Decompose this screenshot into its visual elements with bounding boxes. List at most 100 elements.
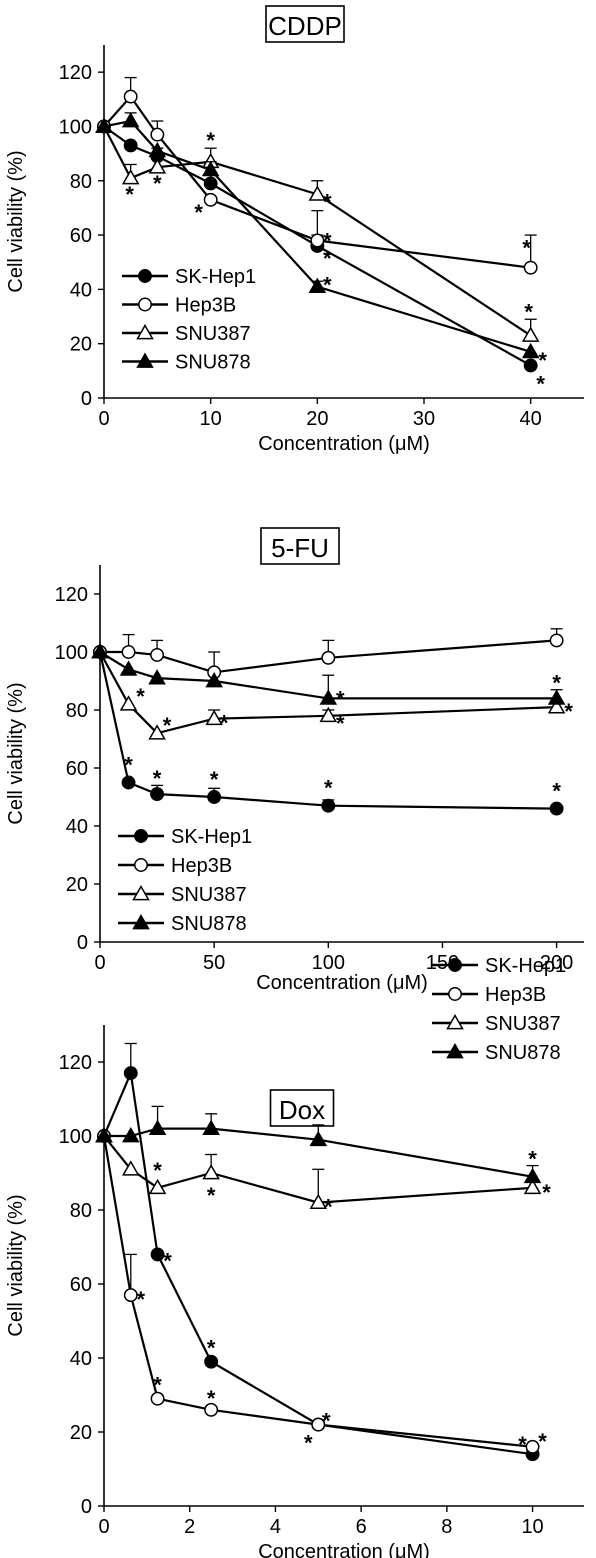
significance-star: * xyxy=(552,670,561,695)
data-point xyxy=(311,1417,326,1432)
data-point xyxy=(121,645,136,659)
legend-label: Hep3B xyxy=(171,855,232,877)
significance-star: * xyxy=(324,776,333,801)
significance-star: * xyxy=(153,171,162,196)
significance-star: * xyxy=(220,711,229,736)
data-point xyxy=(202,1119,220,1135)
data-point xyxy=(319,706,338,723)
significance-star: * xyxy=(163,713,172,738)
data-point xyxy=(321,798,336,813)
data-point xyxy=(523,1167,542,1184)
y-axis-label: Cell viability (%) xyxy=(5,150,27,292)
data-point xyxy=(95,1126,113,1143)
significance-star: * xyxy=(153,766,162,791)
x-tick-label: 2 xyxy=(184,1516,195,1538)
legend-label: SNU387 xyxy=(171,884,247,906)
significance-star: * xyxy=(207,1386,216,1411)
significance-star: * xyxy=(137,1287,146,1312)
chart-title-box xyxy=(265,5,345,43)
data-point xyxy=(523,260,538,275)
significance-star: * xyxy=(528,1147,537,1172)
chart-title: Dox xyxy=(279,1095,325,1125)
y-axis-label: Cell viability (%) xyxy=(5,682,27,824)
data-point xyxy=(150,127,165,142)
data-point xyxy=(121,1160,140,1176)
data-point xyxy=(204,1402,219,1417)
data-point xyxy=(202,1163,220,1180)
y-tick-label: 120 xyxy=(59,62,92,84)
x-tick-label: 6 xyxy=(356,1516,367,1538)
data-point xyxy=(150,787,165,802)
data-point xyxy=(205,671,223,688)
data-point xyxy=(521,342,540,359)
legend-label: SK-Hep1 xyxy=(485,955,566,977)
significance-star: * xyxy=(336,711,345,736)
series-line xyxy=(102,1135,533,1448)
x-axis-label: Concentration (μM) xyxy=(258,433,430,455)
series-SNU387: ***** xyxy=(91,642,573,740)
legend-label: SK-Hep1 xyxy=(175,266,256,288)
x-tick-label: 20 xyxy=(306,408,328,430)
chart-title-box xyxy=(269,1089,335,1127)
data-point xyxy=(148,669,166,685)
data-point xyxy=(547,698,566,714)
legend-label: SK-Hep1 xyxy=(171,826,252,848)
y-tick-label: 40 xyxy=(70,279,92,301)
x-tick-label: 8 xyxy=(441,1516,452,1538)
data-point xyxy=(201,160,220,177)
data-point xyxy=(91,642,109,659)
legend-label: SNU387 xyxy=(175,323,251,345)
y-tick-label: 20 xyxy=(70,1422,92,1444)
data-point xyxy=(549,801,564,816)
series-SNU387: ***** xyxy=(95,117,540,342)
data-point xyxy=(547,689,566,705)
y-tick-label: 60 xyxy=(70,1274,92,1296)
data-point xyxy=(203,192,218,207)
data-point xyxy=(95,117,113,133)
x-axis-label: Concentration (μM) xyxy=(256,972,428,994)
significance-star: * xyxy=(524,300,533,325)
series-SK-Hep1: ** xyxy=(97,119,545,396)
y-tick-label: 0 xyxy=(81,1496,92,1518)
y-tick-label: 60 xyxy=(70,225,92,247)
x-tick-label: 40 xyxy=(520,408,542,430)
legend-marker xyxy=(136,323,154,340)
y-tick-label: 120 xyxy=(55,584,88,606)
data-point xyxy=(123,138,138,153)
legend-label: SNU387 xyxy=(485,1013,561,1035)
significance-star: * xyxy=(323,246,332,271)
legend-label: Hep3B xyxy=(175,295,236,317)
legend-marker xyxy=(446,1013,464,1030)
x-tick-label: 0 xyxy=(98,1516,109,1538)
data-point xyxy=(204,1354,219,1369)
significance-star: * xyxy=(536,371,545,396)
data-point xyxy=(150,1247,165,1262)
significance-star: * xyxy=(323,273,332,298)
series-SNU878: ** xyxy=(91,642,566,711)
series-Hep3B: ** * xyxy=(97,76,538,275)
y-axis-label: Cell viability (%) xyxy=(5,1194,27,1336)
series-line xyxy=(99,651,557,700)
legend-label: Hep3B xyxy=(485,984,546,1006)
legend-label: SNU878 xyxy=(175,352,251,374)
y-tick-label: 20 xyxy=(70,334,92,356)
significance-star: * xyxy=(336,686,345,711)
series-Hep3B xyxy=(93,628,564,680)
y-tick-label: 120 xyxy=(59,1052,92,1074)
significance-star: * xyxy=(136,684,145,709)
x-axis-label: Concentration (μM) xyxy=(258,1541,430,1558)
legend: SK-Hep1 Hep3B SNU387 SNU878 xyxy=(118,826,252,935)
data-point xyxy=(309,1130,328,1147)
data-point xyxy=(121,1126,140,1143)
data-point xyxy=(123,1288,138,1303)
significance-star: * xyxy=(538,348,547,373)
x-tick-label: 10 xyxy=(521,1516,543,1538)
y-tick-label: 100 xyxy=(55,642,88,664)
legend-marker xyxy=(134,858,148,872)
legend-marker xyxy=(138,297,152,312)
data-point xyxy=(203,176,218,191)
series-line xyxy=(102,1069,533,1456)
y-tick-label: 20 xyxy=(66,874,88,896)
